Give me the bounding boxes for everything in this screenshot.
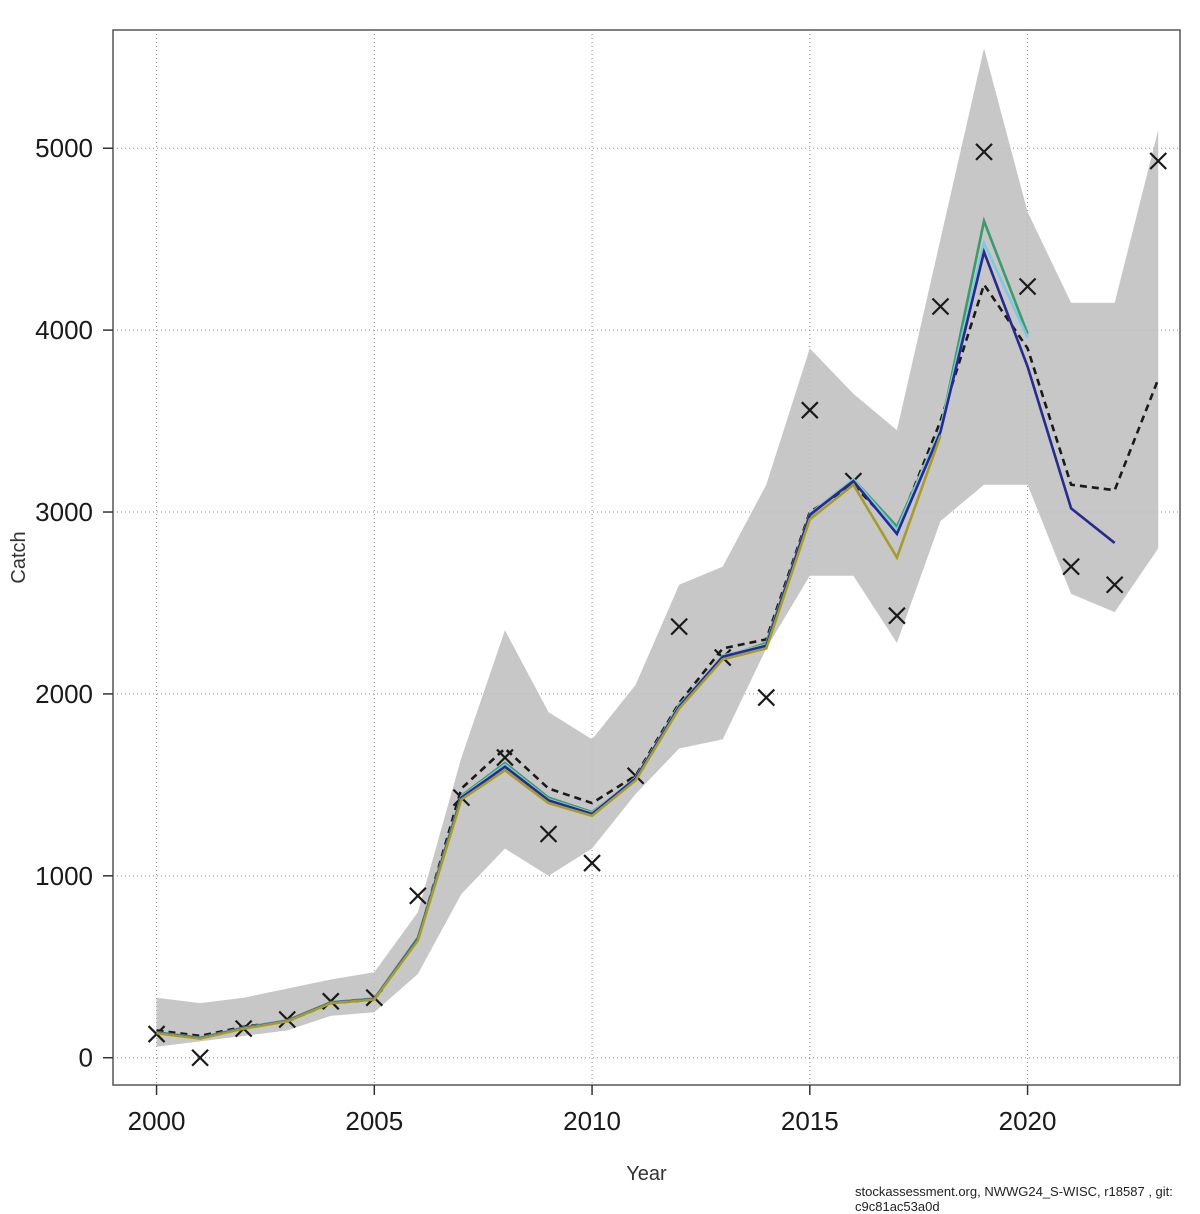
plot-area: 2000 2005 2010 2015 2020 0 1000 2000 3000 4000 500… xyxy=(8,30,1180,1185)
x-axis-tick-label-2020: 2020 xyxy=(999,1106,1057,1136)
y-axis-tick-label-1000: 1000 xyxy=(35,861,93,891)
y-axis-tick-label-0: 0 xyxy=(79,1043,93,1073)
confidence-ribbon xyxy=(157,48,1159,1047)
x-axis-tick-label-2000: 2000 xyxy=(128,1106,186,1136)
y-axis-tick-label-2000: 2000 xyxy=(35,679,93,709)
y-axis-title: Catch xyxy=(8,531,30,583)
citation-label: stockassessment.org, NWWG24_S-WISC, r185… xyxy=(855,1184,1200,1214)
x-axis-title: Year xyxy=(626,1163,667,1185)
y-axis-tick-label-5000: 5000 xyxy=(35,133,93,163)
x-axis-tick-label-2010: 2010 xyxy=(563,1106,621,1136)
y-axis-tick-label-3000: 3000 xyxy=(35,497,93,527)
x-axis-tick-label-2005: 2005 xyxy=(345,1106,403,1136)
y-axis-tick-label-4000: 4000 xyxy=(35,315,93,345)
x-axis-tick-label-2015: 2015 xyxy=(781,1106,839,1136)
chart-svg: 2000 2005 2010 2015 2020 0 1000 2000 3000 4000 500… xyxy=(0,0,1200,1200)
chart-root: 2000 2005 2010 2015 2020 0 1000 2000 3000 4000 500… xyxy=(0,0,1200,1200)
